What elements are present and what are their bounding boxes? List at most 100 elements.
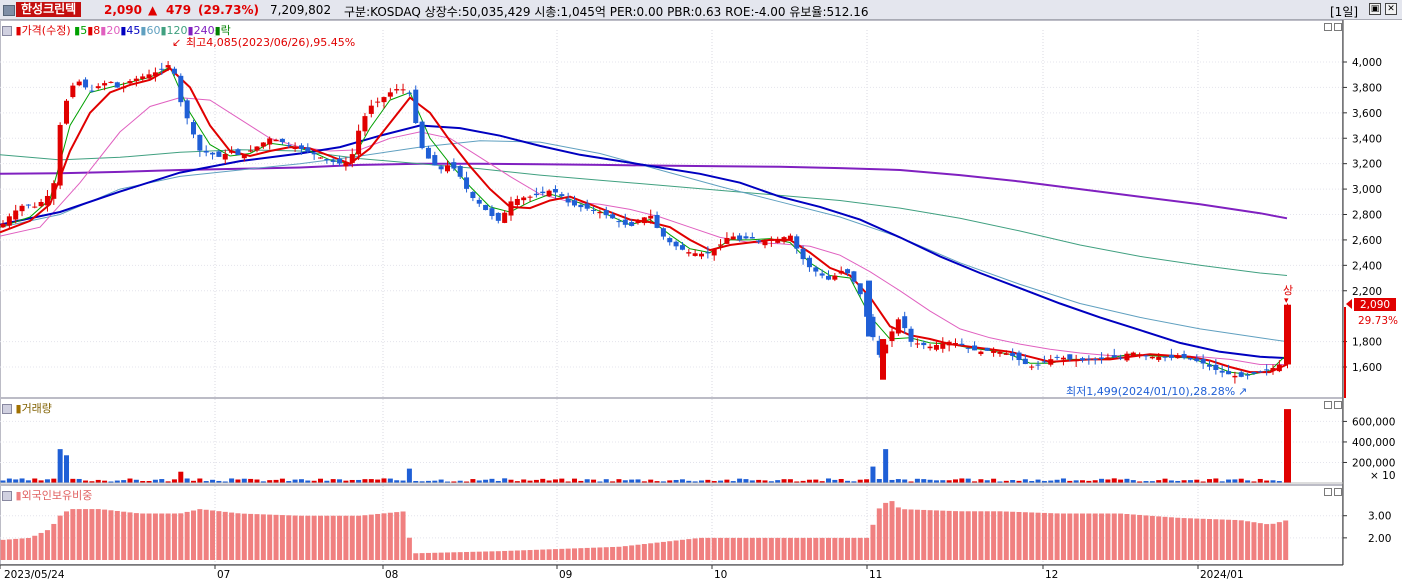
foreign-bar	[895, 507, 901, 560]
foreign-bar	[864, 537, 870, 560]
volume-bar	[102, 480, 108, 483]
price-axis-label: 4,000	[1352, 57, 1382, 69]
volume-bar	[800, 480, 806, 483]
up-arrow-icon: ▲	[148, 3, 158, 17]
foreign-bar	[819, 537, 825, 560]
volume-bar	[883, 449, 889, 483]
foreign-bar	[521, 550, 527, 560]
candle-body	[1092, 359, 1098, 361]
candle-body	[210, 152, 216, 155]
foreign-bar	[1232, 519, 1238, 560]
candle-body	[1162, 356, 1168, 358]
legend-ma-label: 5	[80, 24, 88, 37]
foreign-bar	[933, 510, 939, 560]
price-change-pct: (29.73%)	[198, 3, 259, 17]
volume-bar	[540, 478, 546, 483]
candle-body	[787, 235, 793, 241]
candle-body	[629, 222, 635, 226]
candle-body	[298, 145, 304, 149]
foreign-bar	[1022, 512, 1028, 560]
candle-body	[305, 147, 311, 152]
candle-body	[1035, 364, 1041, 366]
foreign-bar	[76, 509, 82, 560]
foreign-legend: ▮외국인보유비중	[2, 487, 92, 503]
foreign-bar	[502, 550, 508, 560]
foreign-bar	[730, 537, 736, 560]
volume-bar	[1175, 480, 1181, 483]
volume-bar	[57, 449, 63, 483]
candle-body	[654, 214, 660, 228]
foreign-bar	[133, 513, 139, 560]
foreign-bar	[1016, 511, 1022, 560]
candle-body	[292, 147, 298, 149]
legend-volume-marker: ▮	[15, 402, 22, 415]
foreign-bar	[311, 515, 317, 560]
foreign-bar	[508, 550, 514, 560]
volume-bar	[108, 481, 114, 483]
foreign-bar	[667, 541, 673, 560]
panel-icon[interactable]	[2, 404, 12, 414]
pane-close-button[interactable]	[1334, 488, 1342, 496]
candle-body	[972, 345, 978, 351]
foreign-bar	[171, 513, 177, 560]
candle-body	[895, 319, 901, 334]
candle-body	[1187, 358, 1193, 360]
foreign-bar	[1143, 515, 1149, 560]
foreign-bar	[705, 537, 711, 560]
candle-body	[953, 342, 958, 344]
close-button[interactable]: ✕	[1385, 3, 1397, 15]
window-menu-icon[interactable]	[3, 5, 15, 16]
pane-min-button[interactable]	[1324, 488, 1332, 496]
volume-bar	[876, 479, 882, 483]
foreign-bar	[1283, 520, 1289, 560]
volume-bar	[616, 479, 622, 483]
pane-min-button[interactable]	[1324, 23, 1332, 31]
candle-body	[102, 83, 108, 86]
volume-bar	[165, 481, 171, 483]
foreign-bar	[1187, 518, 1193, 560]
volume-bar	[959, 478, 965, 483]
foreign-bar	[38, 532, 44, 560]
volume-bar	[718, 480, 724, 483]
restore-button[interactable]: ▣	[1369, 3, 1381, 15]
foreign-bar	[1060, 513, 1066, 560]
period-selector[interactable]: [1일]	[1330, 5, 1359, 19]
candle-body	[1029, 366, 1035, 368]
volume-bar	[978, 479, 984, 483]
foreign-bar	[1054, 513, 1060, 560]
volume-bar	[476, 480, 482, 483]
legend-price-marker: ▮	[15, 24, 22, 37]
foreign-bar	[464, 551, 470, 560]
volume-bar	[140, 481, 146, 483]
volume-bar	[286, 481, 292, 483]
foreign-bar	[222, 511, 228, 560]
foreign-bar	[1003, 511, 1009, 560]
volume-bar	[946, 480, 952, 483]
candle-body	[286, 144, 292, 146]
candle-body	[159, 68, 165, 70]
foreign-bar	[679, 539, 685, 560]
volume-bar	[1194, 479, 1200, 483]
candle-body	[699, 253, 704, 257]
panel-icon[interactable]	[2, 491, 12, 501]
pane-close-button[interactable]	[1334, 401, 1342, 409]
legend-ma-marker: ▮	[187, 24, 194, 37]
pane-close-button[interactable]	[1334, 23, 1342, 31]
candle-body	[127, 81, 133, 84]
volume-bar	[1219, 481, 1225, 483]
pane-min-button[interactable]	[1324, 401, 1332, 409]
volume-bar	[775, 480, 781, 483]
foreign-bar	[1226, 519, 1232, 560]
volume-bar	[781, 479, 787, 483]
volume-bar	[25, 480, 31, 483]
candle-body	[1111, 355, 1117, 358]
panel-icon[interactable]	[2, 26, 12, 36]
candle-body	[64, 100, 69, 124]
volume-bar	[679, 479, 685, 483]
volume-bar	[591, 479, 597, 483]
legend-foreign-label: 외국인보유비중	[21, 489, 93, 502]
stock-name[interactable]: 한성크린텍	[16, 2, 82, 17]
candle-body	[1245, 374, 1251, 376]
candle-body	[1270, 368, 1276, 371]
